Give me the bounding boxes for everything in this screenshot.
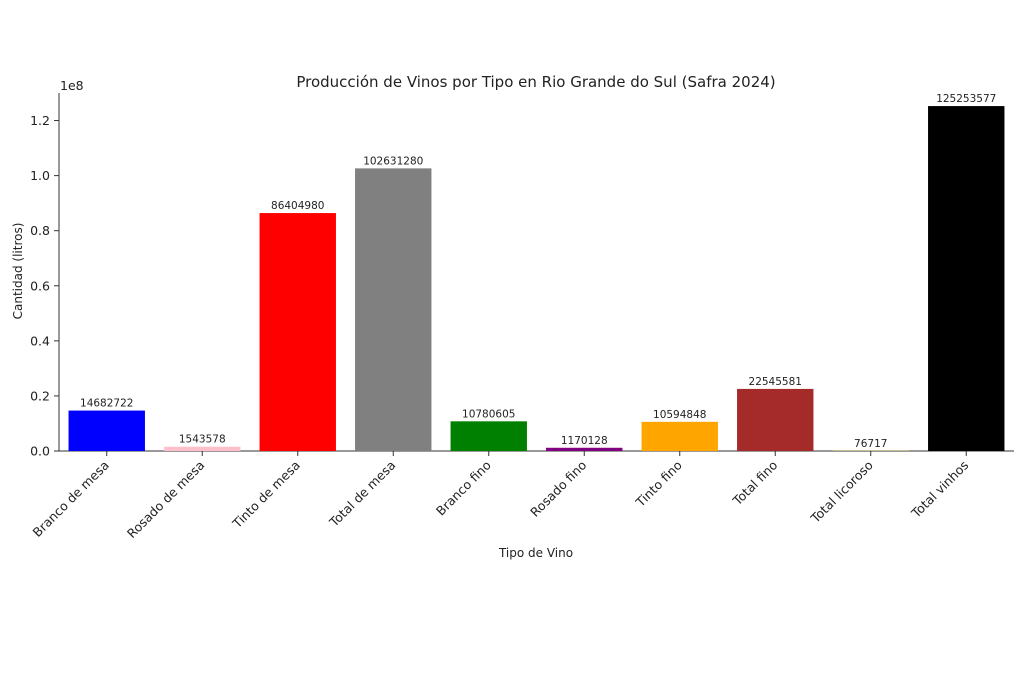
x-axis-label: Tipo de Vino — [498, 546, 573, 560]
y-tick-label: 0.4 — [30, 333, 50, 348]
bar-8 — [737, 389, 813, 451]
y-tick-label: 1.2 — [30, 113, 50, 128]
value-label-3: 86404980 — [271, 200, 324, 212]
y-tick-label: 0.6 — [30, 278, 50, 293]
value-label-8: 22545581 — [749, 376, 802, 388]
value-label-7: 10594848 — [653, 409, 706, 421]
bar-5 — [451, 421, 527, 451]
x-tick-label: Tinto fino — [632, 458, 685, 511]
x-tick-label: Total vinhos — [908, 458, 972, 522]
x-tick-label: Total fino — [729, 458, 780, 509]
bar-3 — [260, 213, 336, 451]
value-label-9: 76717 — [854, 438, 887, 450]
plot-area: 0.0 0.2 0.4 0.6 0.8 1.0 1.2 14682722 Branco de m… — [30, 93, 1014, 541]
bar-1 — [69, 411, 145, 451]
y-tick-label: 0.8 — [30, 223, 50, 238]
y-tick-label: 0.2 — [30, 388, 50, 403]
bar-4 — [355, 168, 431, 451]
x-tick-label: Branco de mesa — [30, 458, 112, 540]
value-label-4: 102631280 — [363, 155, 423, 167]
chart-title: Producción de Vinos por Tipo en Rio Gran… — [296, 73, 775, 91]
value-label-1: 14682722 — [80, 398, 133, 410]
value-label-5: 10780605 — [462, 408, 515, 420]
y-tick-label: 1.0 — [30, 168, 50, 183]
x-tick-label: Total de mesa — [326, 458, 399, 531]
value-label-6: 1170128 — [561, 435, 608, 447]
value-label-10: 125253577 — [936, 93, 996, 105]
y-tick-label: 0.0 — [30, 444, 50, 459]
bar-2 — [164, 447, 240, 451]
bar-10 — [928, 106, 1004, 451]
value-label-2: 1543578 — [179, 434, 226, 446]
bar-6 — [546, 448, 622, 451]
y-axis-multiplier: 1e8 — [60, 78, 84, 93]
x-tick-label: Tinto de mesa — [229, 458, 303, 532]
x-tick-label: Total licoroso — [807, 458, 876, 527]
x-tick-label: Rosado fino — [527, 458, 589, 520]
bar-7 — [642, 422, 718, 451]
x-tick-label: Rosado de mesa — [124, 458, 208, 542]
x-tick-label: Branco fino — [433, 458, 494, 519]
y-axis-label: Cantidad (litros) — [11, 223, 25, 320]
